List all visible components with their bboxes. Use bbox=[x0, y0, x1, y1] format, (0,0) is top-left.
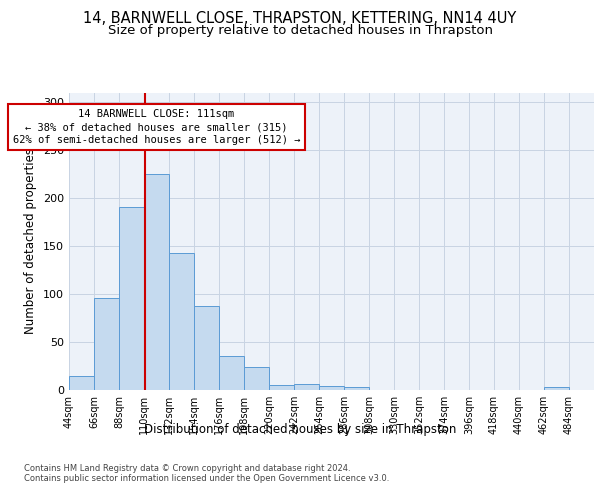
Bar bbox=[344, 387, 369, 390]
Bar bbox=[319, 386, 344, 390]
Bar bbox=[119, 206, 144, 390]
Bar bbox=[219, 356, 244, 390]
Bar bbox=[544, 387, 569, 390]
Text: 14 BARNWELL CLOSE: 111sqm
← 38% of detached houses are smaller (315)
62% of semi: 14 BARNWELL CLOSE: 111sqm ← 38% of detac… bbox=[13, 109, 300, 145]
Bar bbox=[194, 306, 219, 390]
Bar bbox=[269, 385, 294, 390]
Text: Size of property relative to detached houses in Thrapston: Size of property relative to detached ho… bbox=[107, 24, 493, 37]
Bar bbox=[94, 298, 119, 390]
Bar bbox=[294, 384, 319, 390]
Y-axis label: Number of detached properties: Number of detached properties bbox=[25, 148, 37, 334]
Bar bbox=[169, 253, 194, 390]
Bar bbox=[144, 174, 169, 390]
Bar bbox=[69, 376, 94, 390]
Bar bbox=[244, 367, 269, 390]
Text: Distribution of detached houses by size in Thrapston: Distribution of detached houses by size … bbox=[144, 422, 456, 436]
Text: 14, BARNWELL CLOSE, THRAPSTON, KETTERING, NN14 4UY: 14, BARNWELL CLOSE, THRAPSTON, KETTERING… bbox=[83, 11, 517, 26]
Text: Contains HM Land Registry data © Crown copyright and database right 2024.
Contai: Contains HM Land Registry data © Crown c… bbox=[24, 464, 389, 483]
